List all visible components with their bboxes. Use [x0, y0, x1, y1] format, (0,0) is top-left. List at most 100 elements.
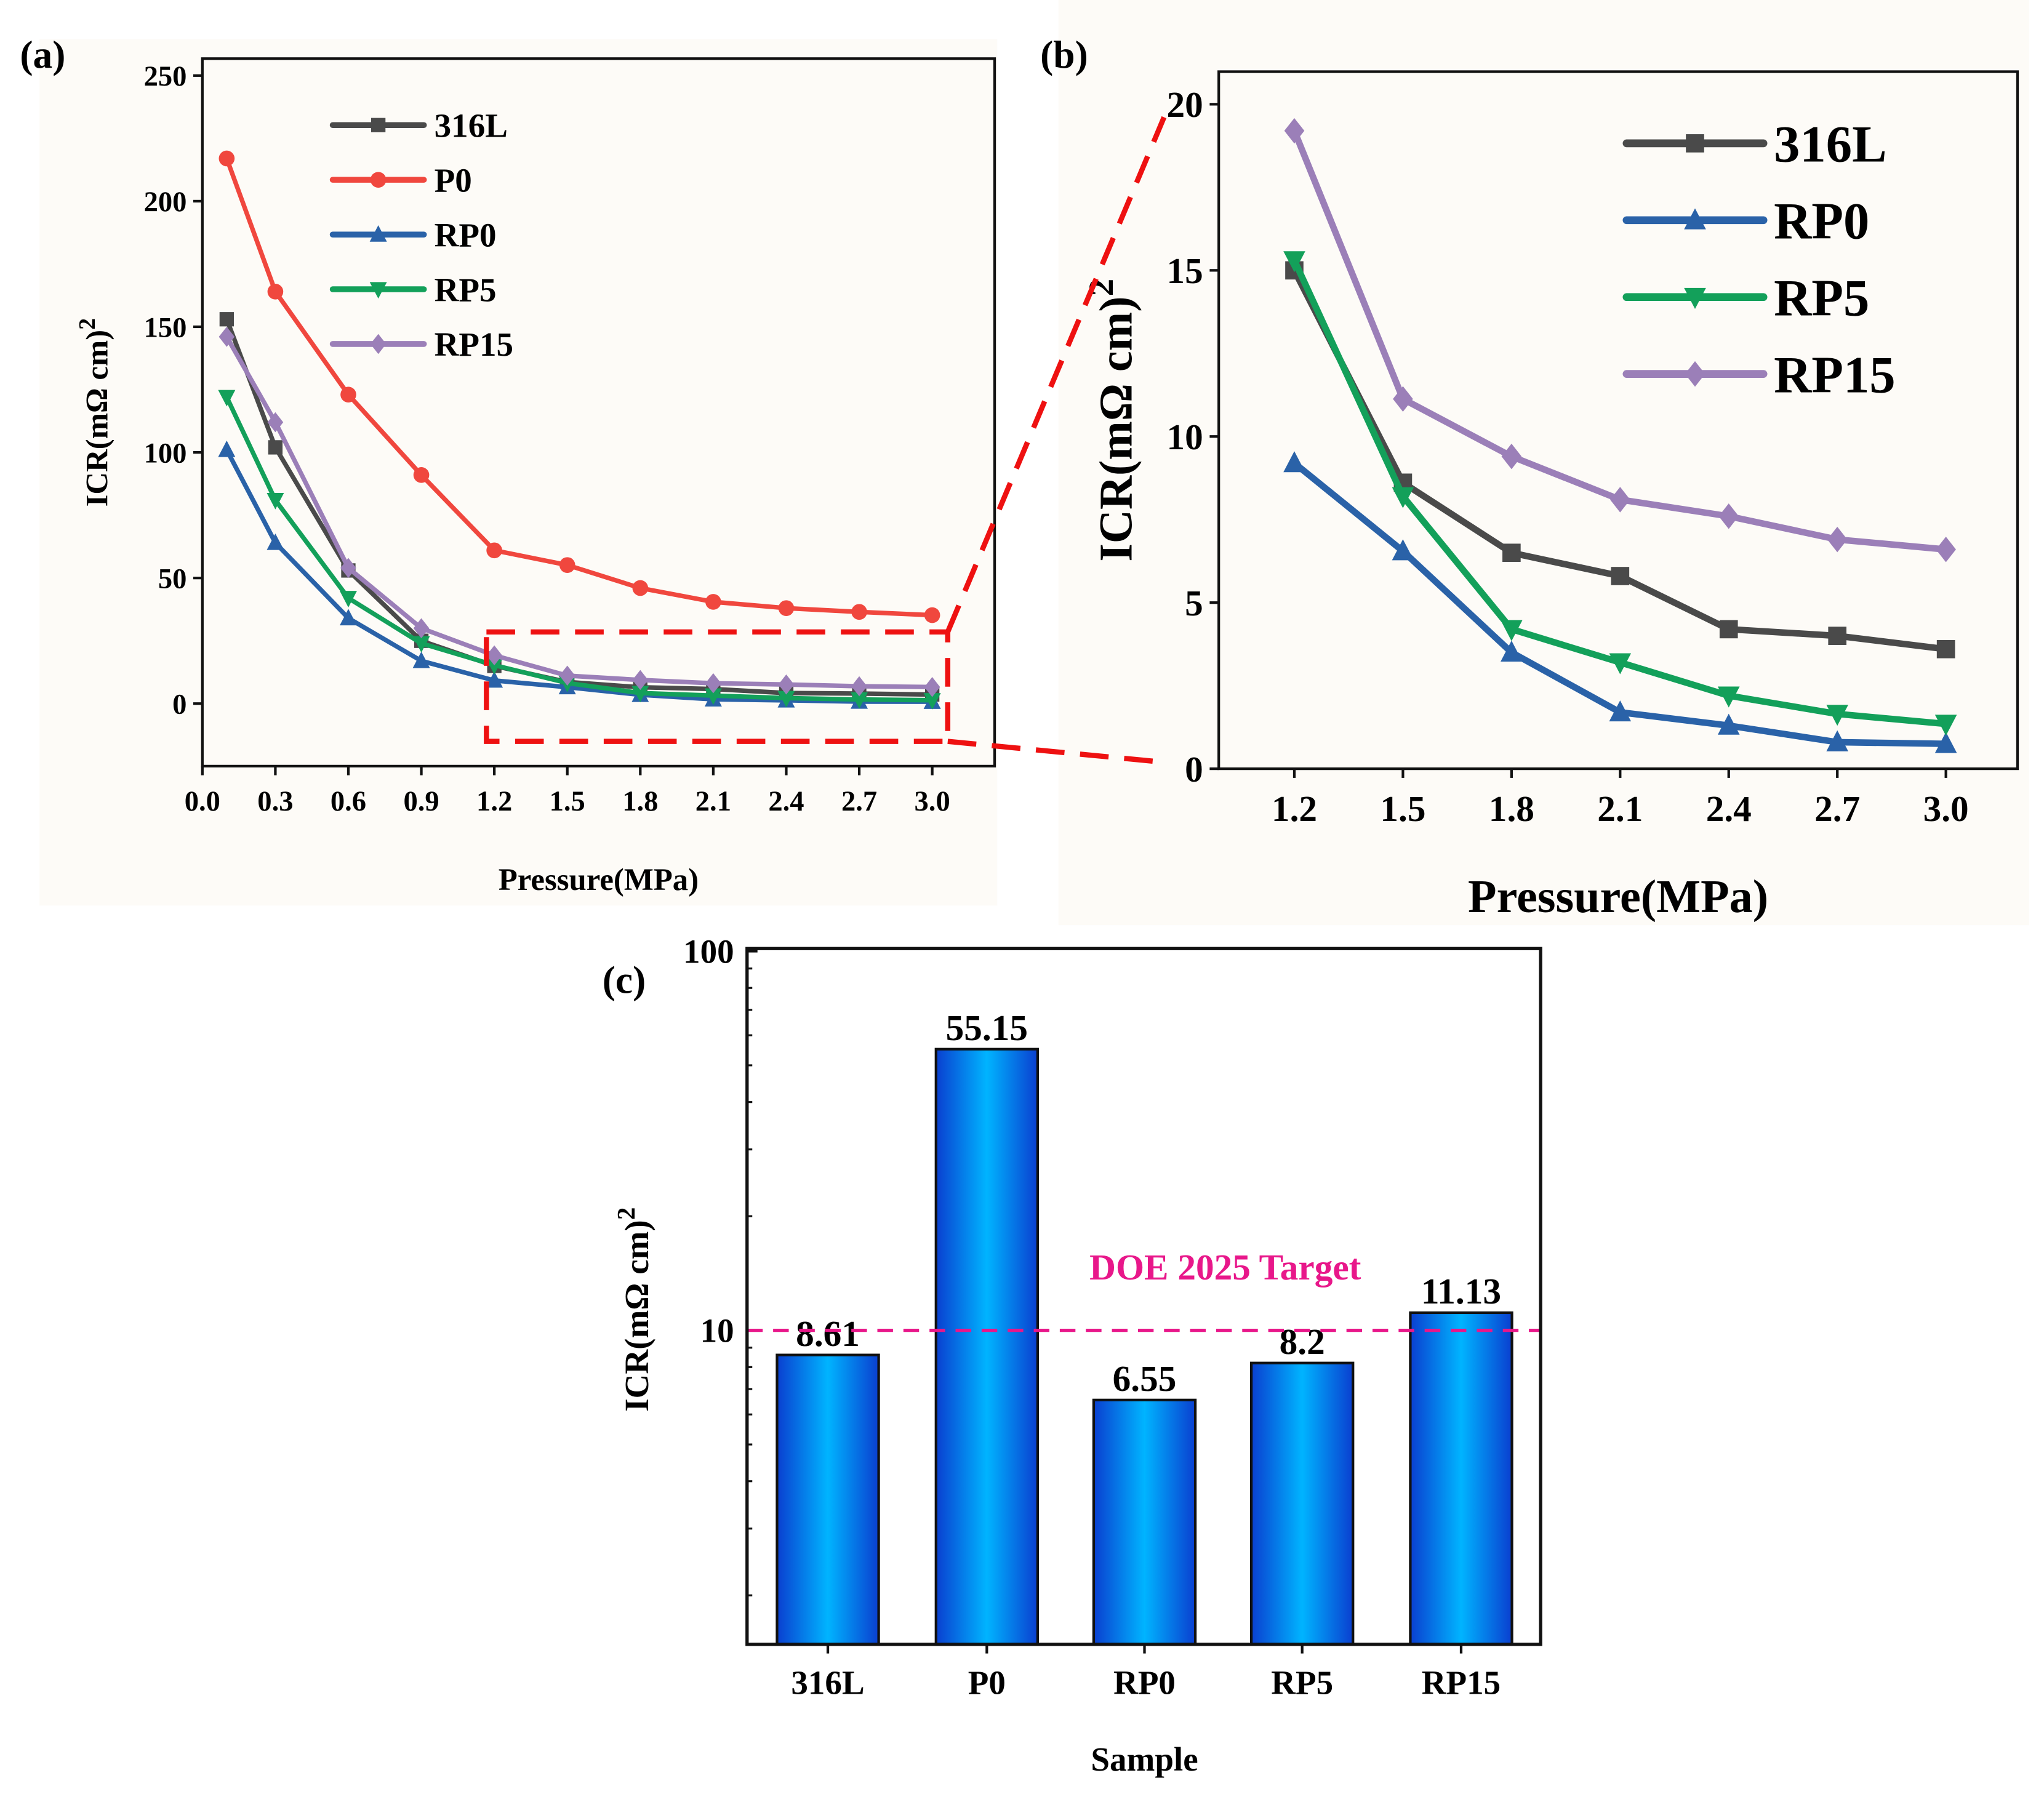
x-tick-label: 2.7	[1814, 788, 1860, 829]
x-tick-label: 1.2	[476, 786, 512, 817]
data-point	[413, 467, 430, 483]
data-point	[1936, 537, 1956, 563]
data-point	[268, 440, 283, 455]
data-point	[218, 327, 235, 347]
legend-marker	[369, 225, 387, 242]
y-axis-label: ICR(mΩ cm)2	[612, 1207, 655, 1412]
data-point	[851, 604, 867, 620]
data-point	[412, 636, 430, 653]
legend-label: RP0	[435, 216, 497, 254]
legend-marker	[371, 118, 386, 132]
bar-rp15	[1409, 1311, 1513, 1646]
data-point	[486, 542, 502, 559]
data-point	[1393, 386, 1413, 412]
series-rp15	[1284, 118, 1956, 563]
legend-label: RP5	[1774, 270, 1869, 327]
x-tick-label: 1.8	[622, 786, 658, 817]
x-tick-label: 316L	[791, 1664, 864, 1701]
x-tick-label: RP5	[1271, 1664, 1333, 1701]
data-point	[1501, 620, 1523, 641]
data-point	[1609, 653, 1632, 675]
data-point	[340, 609, 357, 626]
y-tick-label: 15	[1167, 250, 1203, 291]
data-point	[267, 533, 284, 550]
panel-label: (b)	[1040, 33, 1088, 76]
legend-marker	[1686, 134, 1704, 153]
x-tick-label: 2.4	[768, 786, 804, 817]
x-axis-label: Pressure(MPa)	[499, 862, 699, 897]
data-point	[778, 674, 795, 695]
data-point	[1283, 251, 1305, 273]
x-tick-label: RP15	[1422, 1664, 1501, 1701]
data-point	[1392, 487, 1414, 508]
data-point	[559, 557, 575, 573]
data-point	[1826, 730, 1848, 751]
data-point	[777, 691, 795, 708]
zoom-region-box	[484, 629, 951, 744]
data-point	[851, 692, 868, 709]
data-point	[267, 284, 284, 300]
series-316l	[1285, 261, 1955, 659]
legend-label: RP5	[435, 271, 497, 308]
data-point	[631, 686, 649, 703]
x-tick-label: 2.4	[1706, 788, 1752, 829]
data-point	[778, 600, 795, 616]
bar-value-label: 8.2	[1280, 1321, 1325, 1362]
legend-label: RP15	[435, 326, 513, 363]
data-point	[486, 658, 503, 675]
data-point	[923, 693, 941, 710]
data-point	[340, 558, 356, 579]
legend-label: RP15	[1774, 346, 1896, 404]
data-point	[1717, 713, 1740, 735]
legend-label: 316L	[1774, 116, 1886, 174]
series-p0	[218, 150, 940, 623]
data-point	[1934, 715, 1957, 736]
bar-value-label: 55.15	[946, 1007, 1028, 1048]
panel-c: (c) 10 100 8.61 316L 55.15 P0 6.55 RP0 8.2 RP5 11.1…	[603, 933, 1542, 1778]
data-point	[486, 645, 502, 666]
data-point	[559, 665, 575, 686]
data-point	[218, 390, 236, 407]
data-point	[705, 673, 721, 694]
panel-background	[39, 39, 998, 906]
x-tick-label: P0	[968, 1664, 1006, 1701]
x-tick-label: 2.7	[841, 786, 877, 817]
plot-frame	[1217, 70, 2019, 771]
y-tick-label: 250	[144, 61, 187, 92]
data-point	[267, 492, 284, 510]
superscript: 2	[74, 318, 100, 330]
data-point	[340, 591, 357, 607]
data-point	[632, 580, 649, 596]
x-tick-label: 0.3	[257, 786, 293, 817]
data-point	[1827, 526, 1848, 553]
x-tick-label: 0.6	[331, 786, 366, 817]
data-point	[705, 594, 721, 610]
superscript: 2	[612, 1207, 640, 1220]
data-point	[486, 671, 503, 688]
data-point	[1392, 539, 1414, 561]
bar-rp5	[1249, 1361, 1355, 1646]
data-point	[1609, 700, 1632, 722]
x-tick-label: 0.0	[185, 786, 220, 817]
target-label: DOE 2025 Target	[1089, 1247, 1361, 1287]
zoom-indicator	[484, 116, 1167, 765]
y-axis-label-text: ICR(mΩ cm)	[618, 1220, 655, 1412]
y-axis-label: ICR(mΩ cm)2	[1082, 279, 1142, 562]
data-point	[1826, 705, 1848, 726]
data-point	[340, 386, 356, 402]
data-point	[1501, 640, 1523, 662]
panel-label: (c)	[603, 958, 646, 1001]
x-tick-label: 3.0	[915, 786, 950, 817]
bar-value-label: 11.13	[1421, 1271, 1501, 1311]
x-tick-label: 1.8	[1489, 788, 1534, 829]
y-tick-label: 0	[1185, 749, 1203, 790]
legend-marker	[370, 172, 387, 188]
x-tick-label: 1.2	[1272, 788, 1317, 829]
y-tick-label: 0	[172, 689, 186, 721]
x-tick-label: 3.0	[1923, 788, 1969, 829]
y-tick-label: 50	[158, 563, 187, 595]
x-axis-label: Sample	[1091, 1740, 1198, 1778]
legend-label: P0	[435, 161, 472, 199]
bar-value-label: 6.55	[1113, 1358, 1177, 1399]
